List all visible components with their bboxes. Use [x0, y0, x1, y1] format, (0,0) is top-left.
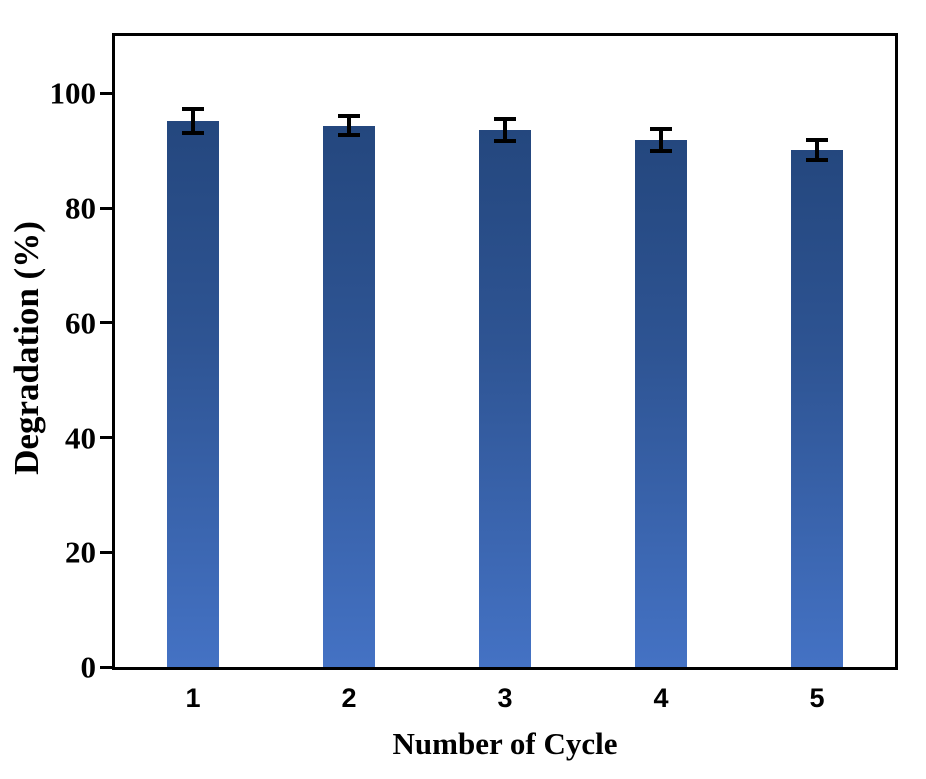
y-tick-mark — [100, 665, 112, 669]
y-tick-mark — [100, 550, 112, 554]
bar — [167, 120, 219, 667]
error-bar — [494, 117, 516, 143]
y-tick-mark — [100, 91, 112, 95]
y-tick-label: 80 — [65, 190, 96, 226]
bar — [791, 150, 843, 667]
x-axis-title: Number of Cycle — [392, 726, 618, 761]
bar — [635, 139, 687, 667]
x-tick-label: 1 — [185, 683, 201, 713]
y-tick-mark — [100, 206, 112, 210]
bar — [479, 130, 531, 667]
y-tick-label: 100 — [49, 75, 97, 111]
plot-area — [112, 33, 898, 670]
error-bar — [806, 138, 828, 163]
y-tick-mark — [100, 436, 112, 440]
y-tick-label: 20 — [65, 534, 96, 570]
y-tick-label: 0 — [80, 649, 97, 685]
y-tick-mark — [100, 321, 112, 325]
x-tick-label: 3 — [497, 683, 513, 713]
bar — [323, 125, 375, 667]
y-tick-label: 60 — [65, 305, 96, 341]
x-tick-label: 5 — [809, 683, 825, 713]
y-tick-label: 40 — [65, 420, 96, 456]
error-bar — [338, 114, 360, 137]
x-tick-label: 2 — [341, 683, 357, 713]
error-bar — [650, 126, 672, 153]
x-tick-label: 4 — [653, 683, 669, 713]
error-bar — [182, 106, 204, 136]
